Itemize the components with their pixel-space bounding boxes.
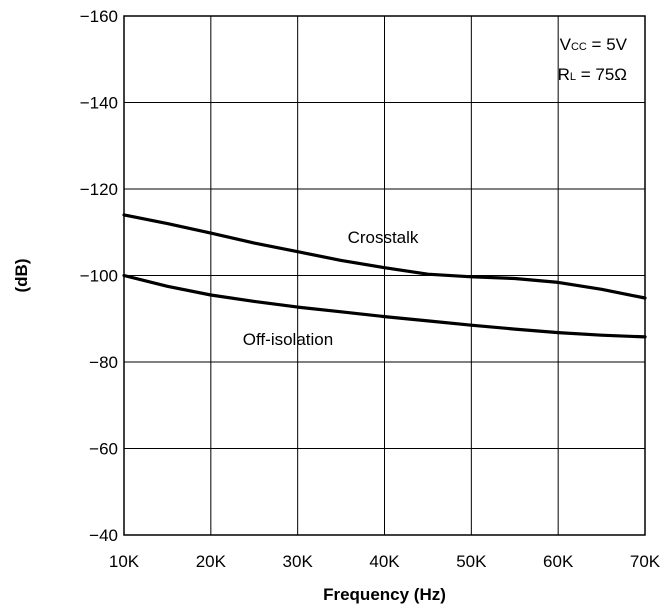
series-layer [122,213,647,339]
condition-rl-sub: L [570,71,576,83]
y-axis-ticks: −160 −140 −120 −100 −80 −60 −40 [80,7,118,545]
y-tick-label: −100 [80,267,118,286]
condition-rl-symbol: R [558,65,570,84]
y-tick-label: −120 [80,180,118,199]
condition-vcc-symbol: V [560,35,572,54]
series-label-crosstalk: Crosstalk [348,228,419,247]
x-tick-label: 20K [196,552,227,571]
condition-vcc: VCC = 5V [560,35,628,54]
x-tick-label: 40K [369,552,400,571]
series-line-crosstalk [122,213,647,300]
x-axis-ticks: 10K 20K 30K 40K 50K 60K 70K [109,552,661,571]
y-tick-label: −40 [89,526,118,545]
y-tick-label: −140 [80,94,118,113]
x-tick-label: 70K [630,552,661,571]
condition-vcc-sub: CC [571,41,587,53]
y-tick-label: −80 [89,353,118,372]
condition-rl: RL = 75Ω [558,65,627,84]
plot-frame [123,15,646,536]
grid [123,15,646,536]
y-axis-title: (dB) [12,259,31,293]
x-tick-label: 30K [283,552,314,571]
x-tick-label: 10K [109,552,140,571]
series-label-off-isolation: Off-isolation [243,330,333,349]
x-tick-label: 50K [456,552,487,571]
series-line-off-isolation [122,273,647,339]
condition-rl-value: = 75Ω [576,65,627,84]
condition-vcc-value: = 5V [587,35,628,54]
y-tick-label: −60 [89,440,118,459]
x-tick-label: 60K [543,552,574,571]
x-axis-title: Frequency (Hz) [323,585,446,604]
y-tick-label: −160 [80,7,118,26]
